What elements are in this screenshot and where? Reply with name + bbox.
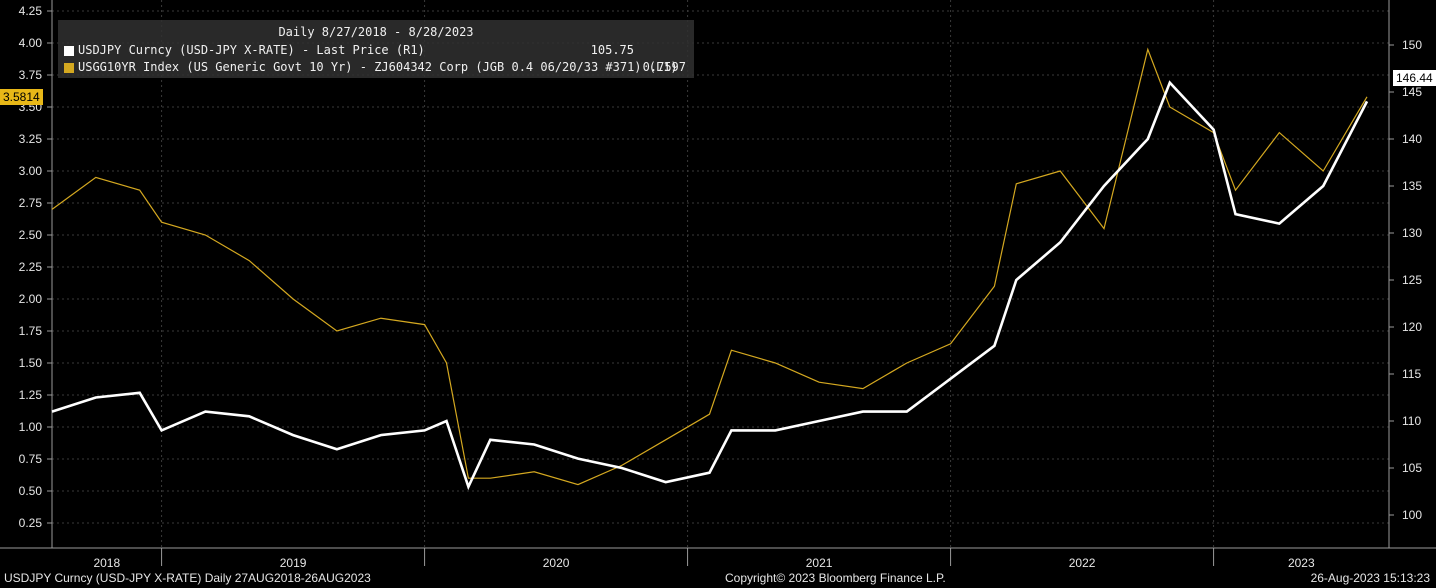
left-tick-label: 4.25 (19, 4, 43, 18)
left-tick-label: 1.75 (19, 324, 43, 338)
series-line-usdjpy (51, 80, 1369, 491)
right-last-value-badge: 146.44 (1393, 70, 1436, 86)
left-axis-ticks: 4.254.003.753.503.253.002.752.502.252.00… (19, 4, 52, 530)
x-tick-label: 2019 (280, 556, 307, 570)
right-tick-label: 100 (1402, 508, 1422, 522)
x-tick-label: 2023 (1288, 556, 1315, 570)
left-tick-label: 3.75 (19, 68, 43, 82)
footer-copyright: Copyright© 2023 Bloomberg Finance L.P. (725, 571, 946, 585)
legend-swatch-spread (64, 63, 74, 73)
x-tick-label: 2022 (1069, 556, 1096, 570)
x-axis-ticks: 2018 2019 2020 2021 2022 2023 (93, 548, 1315, 570)
x-tick-label: 2018 (93, 556, 120, 570)
legend-panel: Daily 8/27/2018 - 8/28/2023 USDJPY Curnc… (58, 20, 694, 78)
right-tick-label: 150 (1402, 38, 1422, 52)
left-tick-label: 3.25 (19, 132, 43, 146)
legend-value-usdjpy: 105.75 (590, 43, 634, 57)
right-tick-label: 110 (1402, 414, 1421, 428)
left-tick-label: 0.25 (19, 516, 43, 530)
right-axis-ticks: 150 145 140 135 130 125 120 115 110 105 100 (1389, 38, 1422, 522)
right-tick-label: 130 (1402, 226, 1422, 240)
right-tick-label: 125 (1402, 273, 1422, 287)
left-tick-label: 2.00 (19, 292, 43, 306)
legend-value-spread: 0.7597 (642, 60, 686, 74)
legend-label-spread: USGG10YR Index (US Generic Govt 10 Yr) -… (78, 60, 678, 74)
left-tick-label: 0.75 (19, 452, 43, 466)
left-tick-label: 1.00 (19, 420, 43, 434)
left-tick-label: 2.25 (19, 260, 43, 274)
legend-row-usdjpy: USDJPY Curncy (USD-JPY X-RATE) - Last Pr… (64, 43, 686, 59)
right-tick-label: 105 (1402, 461, 1422, 475)
footer-timestamp: 26-Aug-2023 15:13:23 (1310, 571, 1430, 585)
legend-row-spread: USGG10YR Index (US Generic Govt 10 Yr) -… (64, 60, 686, 76)
left-tick-label: 0.50 (19, 484, 43, 498)
legend-header: Daily 8/27/2018 - 8/28/2023 (278, 25, 474, 39)
x-tick-label: 2020 (543, 556, 570, 570)
right-tick-label: 115 (1402, 367, 1421, 381)
left-last-value-badge: 3.5814 (0, 89, 43, 105)
x-tick-label: 2021 (806, 556, 833, 570)
left-tick-label: 1.25 (19, 388, 43, 402)
legend-label-usdjpy: USDJPY Curncy (USD-JPY X-RATE) - Last Pr… (78, 43, 425, 57)
right-tick-label: 120 (1402, 320, 1422, 334)
series-line-jgb-spread (51, 47, 1368, 486)
right-tick-label: 135 (1402, 179, 1422, 193)
left-tick-label: 4.00 (19, 36, 43, 50)
left-tick-label: 3.00 (19, 164, 43, 178)
left-tick-label: 2.50 (19, 228, 43, 242)
left-tick-label: 1.50 (19, 356, 43, 370)
left-tick-label: 2.75 (19, 196, 43, 210)
right-tick-label: 140 (1402, 132, 1422, 146)
gridlines (52, 0, 1389, 548)
footer-source: USDJPY Curncy (USD-JPY X-RATE) Daily 27A… (4, 571, 371, 585)
right-tick-label: 145 (1402, 85, 1422, 99)
legend-swatch-usdjpy (64, 46, 74, 56)
